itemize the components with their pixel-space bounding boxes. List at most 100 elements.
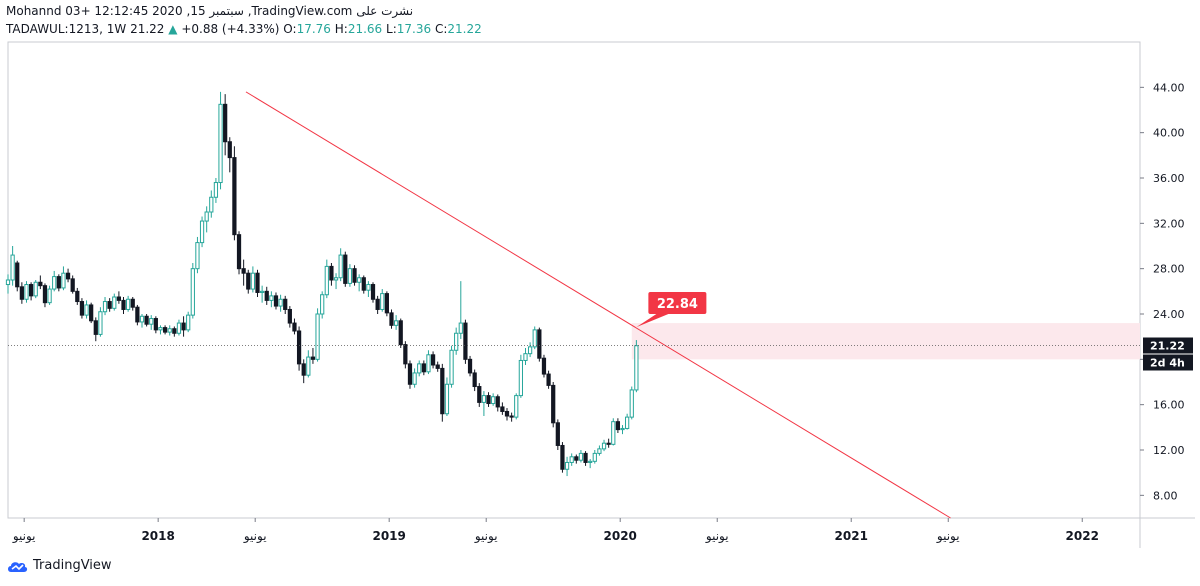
candle-up bbox=[393, 320, 399, 326]
triangle-up-icon: ▲ bbox=[168, 22, 178, 36]
last-price-badge bbox=[1143, 337, 1193, 354]
countdown-badge bbox=[1143, 354, 1193, 371]
candle-down bbox=[42, 285, 48, 304]
candle-down bbox=[463, 322, 468, 360]
candle-up bbox=[458, 322, 463, 334]
candle-up bbox=[278, 298, 283, 307]
candle-down bbox=[70, 278, 75, 292]
candle-up bbox=[320, 294, 325, 315]
price-tick-label: 32.00 bbox=[1153, 217, 1185, 230]
price-tick-label: 8.00 bbox=[1153, 489, 1178, 502]
candle-down bbox=[546, 373, 551, 386]
candle-up bbox=[481, 395, 487, 403]
candle-up bbox=[102, 301, 108, 313]
candle-down bbox=[500, 406, 505, 412]
candle-up bbox=[569, 456, 574, 463]
candle-down bbox=[504, 410, 510, 417]
last-price-value: 21.22 bbox=[130, 22, 165, 36]
candle-down bbox=[615, 421, 621, 431]
candle-down bbox=[283, 298, 288, 310]
candle-up bbox=[260, 290, 265, 293]
high-value: 21.66 bbox=[347, 22, 383, 36]
candle-up bbox=[269, 295, 274, 301]
symbol-label: TADAWUL:1213, 1W bbox=[6, 22, 127, 36]
last-price-badge-label: 21.22 bbox=[1150, 340, 1185, 353]
ohlc-legend: TADAWUL:1213, 1W 21.22 ▲ +0.88 (+4.33%) … bbox=[6, 22, 482, 36]
candle-up bbox=[306, 356, 311, 376]
candle-down bbox=[555, 422, 560, 446]
candle-up bbox=[338, 254, 343, 279]
candle-up bbox=[84, 304, 89, 316]
annotation-pointer bbox=[636, 314, 669, 328]
candle-down bbox=[273, 295, 279, 307]
candle-up bbox=[629, 389, 634, 418]
candle-down bbox=[495, 396, 500, 408]
candle-down bbox=[38, 281, 43, 287]
close-label: C: bbox=[434, 22, 448, 36]
candle-down bbox=[537, 329, 542, 359]
candle-up bbox=[126, 298, 131, 310]
candle-up bbox=[514, 395, 519, 418]
candle-down bbox=[28, 284, 34, 297]
candle-up bbox=[620, 427, 625, 431]
candle-down bbox=[135, 306, 140, 323]
candle-down bbox=[223, 103, 228, 143]
time-label-month: يونيو bbox=[12, 529, 36, 544]
candle-up bbox=[218, 103, 223, 184]
candle-down bbox=[560, 444, 565, 470]
candle-down bbox=[370, 284, 376, 300]
candle-up bbox=[213, 182, 219, 198]
candle-up bbox=[592, 452, 597, 462]
candle-up bbox=[527, 346, 533, 355]
price-tick-label: 16.00 bbox=[1153, 399, 1185, 412]
candle-up bbox=[357, 277, 362, 283]
plot-frame bbox=[7, 41, 1141, 519]
high-label: H: bbox=[334, 22, 348, 36]
publish-info: Mohannd 03+ 12:12:45 2020 ,15 سبتمبر ,Tr… bbox=[6, 4, 414, 18]
candle-up bbox=[366, 284, 371, 291]
candle-up bbox=[176, 322, 182, 334]
candle-up bbox=[611, 421, 616, 445]
candle-up bbox=[417, 363, 422, 374]
price-tick-label: 28.00 bbox=[1153, 263, 1185, 276]
candle-down bbox=[384, 293, 389, 314]
candle-up bbox=[491, 396, 496, 405]
candle-up bbox=[47, 288, 52, 304]
candle-up bbox=[199, 220, 205, 244]
candle-up bbox=[449, 349, 454, 385]
candle-down bbox=[65, 272, 71, 280]
brand-name: TradingView bbox=[33, 558, 112, 573]
candle-down bbox=[116, 296, 122, 301]
time-label-year: 2019 bbox=[372, 529, 405, 543]
candle-up bbox=[380, 293, 385, 310]
candle-up bbox=[601, 442, 607, 450]
candle-up bbox=[209, 196, 214, 213]
candle-down bbox=[541, 357, 547, 375]
tradingview-brand[interactable]: TradingView bbox=[6, 558, 112, 573]
candle-down bbox=[246, 272, 251, 290]
candle-down bbox=[162, 327, 168, 333]
candle-down bbox=[421, 363, 426, 373]
candle-up bbox=[158, 327, 163, 331]
candle-down bbox=[56, 276, 61, 289]
candle-up bbox=[24, 284, 29, 300]
resistance-zone bbox=[631, 323, 1140, 360]
candle-up bbox=[195, 242, 200, 270]
price-tick-label: 24.00 bbox=[1153, 308, 1185, 321]
candle-down bbox=[430, 354, 436, 366]
price-tick-label: 44.00 bbox=[1153, 81, 1185, 94]
candle-down bbox=[574, 456, 579, 461]
candle-down bbox=[310, 356, 316, 360]
candle-up bbox=[412, 372, 417, 385]
candle-down bbox=[227, 141, 232, 159]
candle-down bbox=[440, 367, 445, 415]
candle-down bbox=[232, 157, 237, 236]
candle-down bbox=[93, 320, 98, 335]
candle-down bbox=[130, 298, 135, 308]
candle-up bbox=[518, 359, 523, 397]
candle-down bbox=[329, 265, 334, 281]
candle-up bbox=[167, 328, 172, 333]
candle-up bbox=[578, 452, 584, 461]
candle-up bbox=[564, 461, 570, 470]
